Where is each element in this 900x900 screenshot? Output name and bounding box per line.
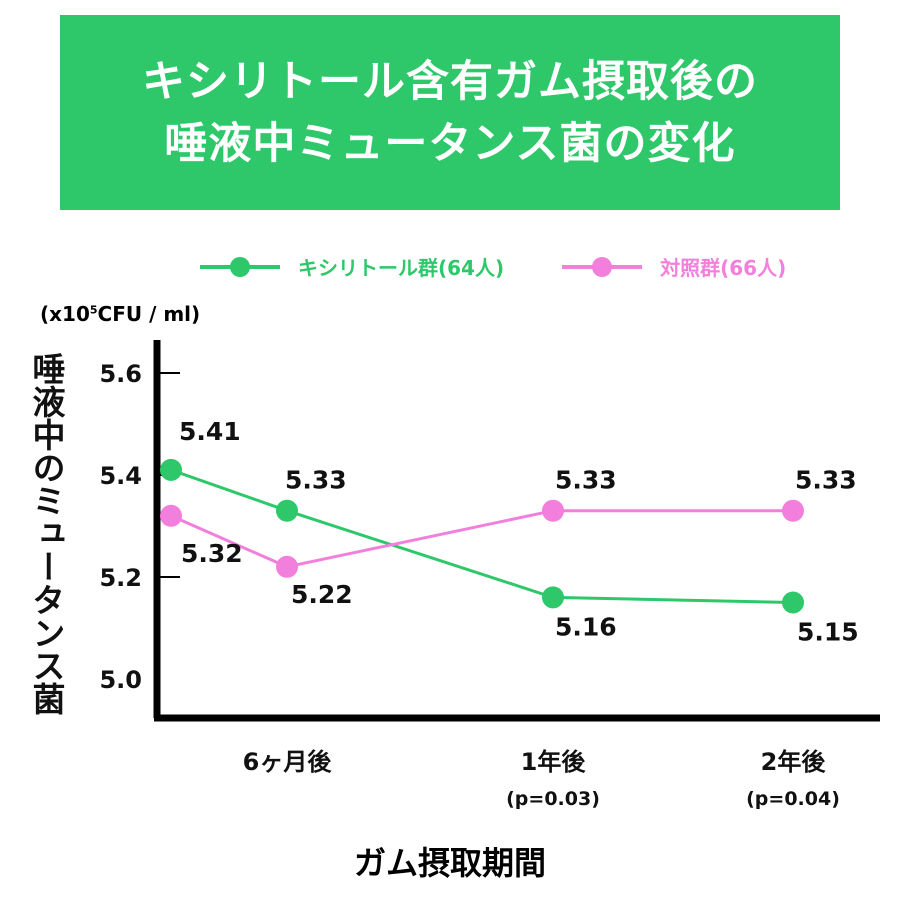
y-unit-label: (x105CFU / ml) — [40, 302, 201, 326]
title-line-2: 唾液中ミュータンス菌の変化 — [164, 118, 736, 169]
data-label: 5.15 — [797, 618, 859, 647]
legend-marker-pink-icon — [562, 256, 643, 277]
data-point — [542, 586, 564, 609]
x-axis-title: ガム摂取期間 — [353, 844, 546, 882]
data-point — [782, 591, 804, 614]
series-line-0 — [170, 468, 794, 604]
x-tick-label: 1年後 — [521, 748, 587, 776]
data-label: 5.41 — [179, 417, 241, 446]
p-value-label: (p=0.03) — [506, 788, 600, 810]
data-label: 5.22 — [291, 580, 353, 609]
p-value-label: (p=0.04) — [746, 788, 840, 810]
data-point — [276, 555, 298, 578]
data-label: 5.33 — [285, 466, 347, 495]
data-label: 5.16 — [555, 612, 617, 641]
legend-label-xylitol: キシリトール群(64人) — [298, 256, 505, 280]
series-line-1 — [170, 509, 793, 569]
x-tick-label: 2年後 — [761, 748, 827, 776]
data-label: 5.33 — [795, 466, 857, 495]
legend-marker-green-icon — [200, 256, 280, 277]
title-banner: キシリトール含有ガム摂取後の 唾液中ミュータンス菌の変化 — [60, 15, 840, 210]
legend-item-xylitol: キシリトール群(64人) — [200, 252, 504, 281]
y-tick-label: 5.0 — [99, 666, 142, 694]
data-point — [276, 499, 298, 522]
y-tick-label: 5.4 — [99, 462, 142, 490]
data-point — [160, 504, 182, 527]
y-tick-label: 5.6 — [99, 360, 142, 388]
title-line-1: キシリトール含有ガム摂取後の — [142, 56, 758, 107]
data-point — [542, 499, 564, 522]
y-tick-label: 5.2 — [99, 564, 142, 592]
legend: キシリトール群(64人) 対照群(66人) — [200, 252, 844, 281]
legend-label-control: 対照群(66人) — [660, 256, 787, 280]
data-label: 5.33 — [555, 466, 617, 495]
data-label: 5.32 — [181, 539, 243, 568]
x-tick-label: 6ヶ月後 — [243, 748, 333, 776]
legend-item-control: 対照群(66人) — [562, 252, 786, 281]
data-point — [160, 458, 182, 481]
data-point — [782, 499, 804, 522]
y-axis-title: 唾液中のミュータンス菌 — [27, 352, 66, 715]
